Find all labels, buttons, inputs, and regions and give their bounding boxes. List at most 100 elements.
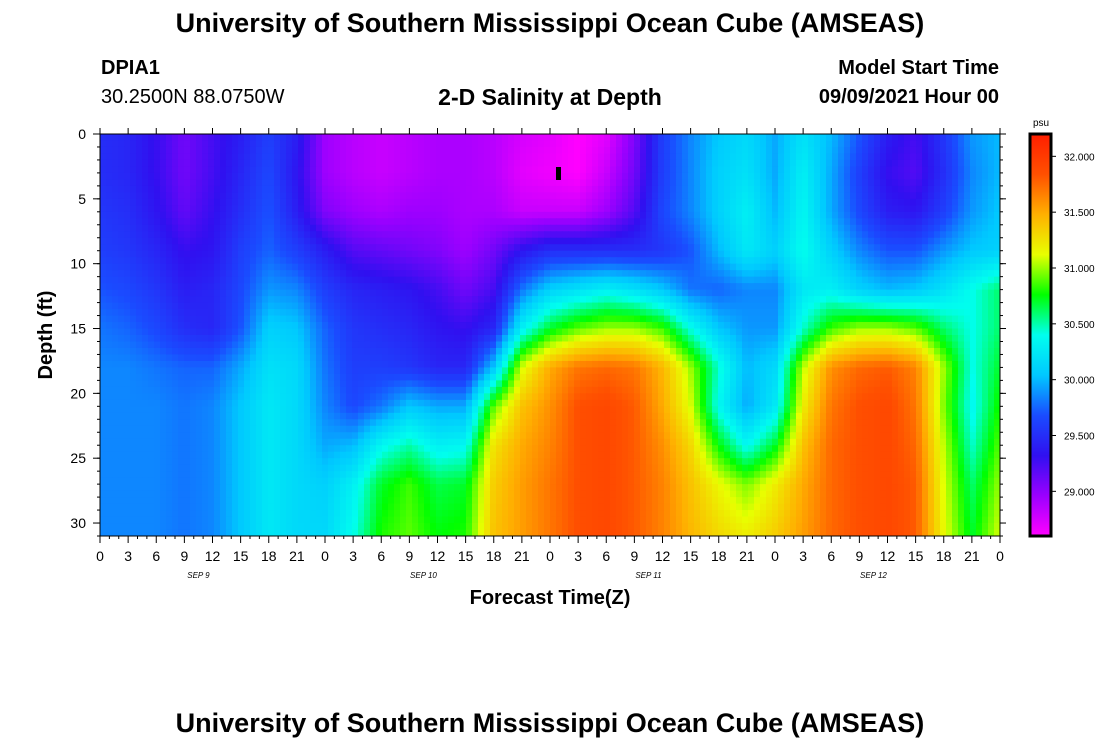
heatmap-cell	[778, 309, 785, 317]
heatmap-cell	[568, 185, 575, 193]
heatmap-cell	[646, 237, 653, 245]
heatmap-cell	[580, 270, 587, 278]
heatmap-cell	[388, 146, 395, 155]
heatmap-cell	[154, 192, 161, 200]
heatmap-cell	[844, 328, 851, 336]
heatmap-cell	[436, 322, 443, 330]
heatmap-cell	[316, 205, 323, 213]
heatmap-cell	[130, 179, 137, 187]
heatmap-cell	[952, 211, 959, 219]
heatmap-cell	[970, 270, 977, 278]
heatmap-cell	[388, 341, 395, 349]
heatmap-cell	[988, 263, 995, 271]
heatmap-cell	[784, 134, 791, 142]
heatmap-cell	[802, 166, 809, 174]
heatmap-cell	[370, 250, 377, 258]
heatmap-cell	[100, 198, 107, 206]
heatmap-cell	[874, 283, 881, 291]
heatmap-cell	[526, 250, 533, 258]
heatmap-cell	[802, 289, 809, 297]
heatmap-cell	[478, 263, 485, 271]
heatmap-cell	[826, 322, 833, 330]
heatmap-cell	[988, 309, 995, 317]
heatmap-cell	[778, 296, 785, 304]
heatmap-cell	[736, 146, 743, 155]
heatmap-cell	[562, 328, 569, 336]
heatmap-cell	[214, 224, 221, 232]
heatmap-cell	[832, 328, 839, 336]
heatmap-cell	[220, 244, 227, 252]
heatmap-cell	[136, 244, 143, 252]
heatmap-cell	[412, 270, 419, 278]
heatmap-cell	[124, 341, 131, 349]
heatmap-cell	[478, 289, 485, 297]
heatmap-cell	[262, 263, 269, 271]
heatmap-cell	[766, 257, 773, 265]
heatmap-cell	[412, 224, 419, 232]
heatmap-cell	[682, 205, 689, 213]
heatmap-cell	[790, 263, 797, 271]
heatmap-cell	[802, 192, 809, 200]
heatmap-cell	[508, 192, 515, 200]
heatmap-cell	[982, 257, 989, 265]
heatmap-cell	[700, 244, 707, 252]
heatmap-cell	[232, 263, 239, 271]
heatmap-cell	[436, 153, 443, 161]
heatmap-cell	[892, 237, 899, 245]
heatmap-cell	[886, 198, 893, 206]
heatmap-cell	[532, 198, 539, 206]
heatmap-cell	[316, 192, 323, 200]
heatmap-cell	[886, 166, 893, 174]
heatmap-cell	[490, 172, 497, 180]
heatmap-cell	[634, 166, 641, 174]
heatmap-cell	[778, 322, 785, 330]
heatmap-cell	[544, 159, 551, 168]
heatmap-cell	[442, 218, 449, 226]
heatmap-cell	[826, 218, 833, 226]
heatmap-cell	[112, 172, 119, 180]
heatmap-cell	[118, 328, 125, 336]
heatmap-cell	[868, 224, 875, 232]
heatmap-cell	[490, 250, 497, 258]
heatmap-cell	[466, 140, 473, 148]
heatmap-cell	[592, 276, 599, 284]
heatmap-cell	[382, 140, 389, 148]
heatmap-cell	[814, 153, 821, 161]
heatmap-cell	[772, 166, 779, 174]
heatmap-cell	[496, 192, 503, 200]
heatmap-cell	[106, 231, 113, 239]
heatmap-cell	[574, 159, 581, 168]
heatmap-cell	[526, 166, 533, 174]
heatmap-cell	[994, 231, 1000, 239]
heatmap-cell	[550, 270, 557, 278]
heatmap-cell	[532, 250, 539, 258]
heatmap-cell	[952, 146, 959, 155]
heatmap-cell	[244, 347, 251, 356]
heatmap-cell	[280, 172, 287, 180]
heatmap-cell	[454, 250, 461, 258]
heatmap-cell	[910, 322, 917, 330]
heatmap-cell	[472, 159, 479, 168]
heatmap-cell	[190, 172, 197, 180]
heatmap-cell	[304, 302, 311, 310]
heatmap-cell	[586, 205, 593, 213]
heatmap-cell	[940, 205, 947, 213]
heatmap-cell	[142, 322, 149, 330]
heatmap-cell	[196, 257, 203, 265]
heatmap-cell	[100, 263, 107, 271]
heatmap-cell	[724, 322, 731, 330]
heatmap-cell	[880, 244, 887, 252]
heatmap-cell	[682, 302, 689, 310]
heatmap-cell	[154, 322, 161, 330]
heatmap-cell	[460, 296, 467, 304]
heatmap-cell	[280, 237, 287, 245]
heatmap-cell	[598, 218, 605, 226]
heatmap-cell	[604, 159, 611, 168]
heatmap-cell	[952, 185, 959, 193]
heatmap-cell	[790, 159, 797, 168]
heatmap-cell	[976, 315, 983, 323]
heatmap-cell	[532, 270, 539, 278]
heatmap-cell	[736, 159, 743, 168]
heatmap-cell	[814, 166, 821, 174]
heatmap-cell	[346, 205, 353, 213]
